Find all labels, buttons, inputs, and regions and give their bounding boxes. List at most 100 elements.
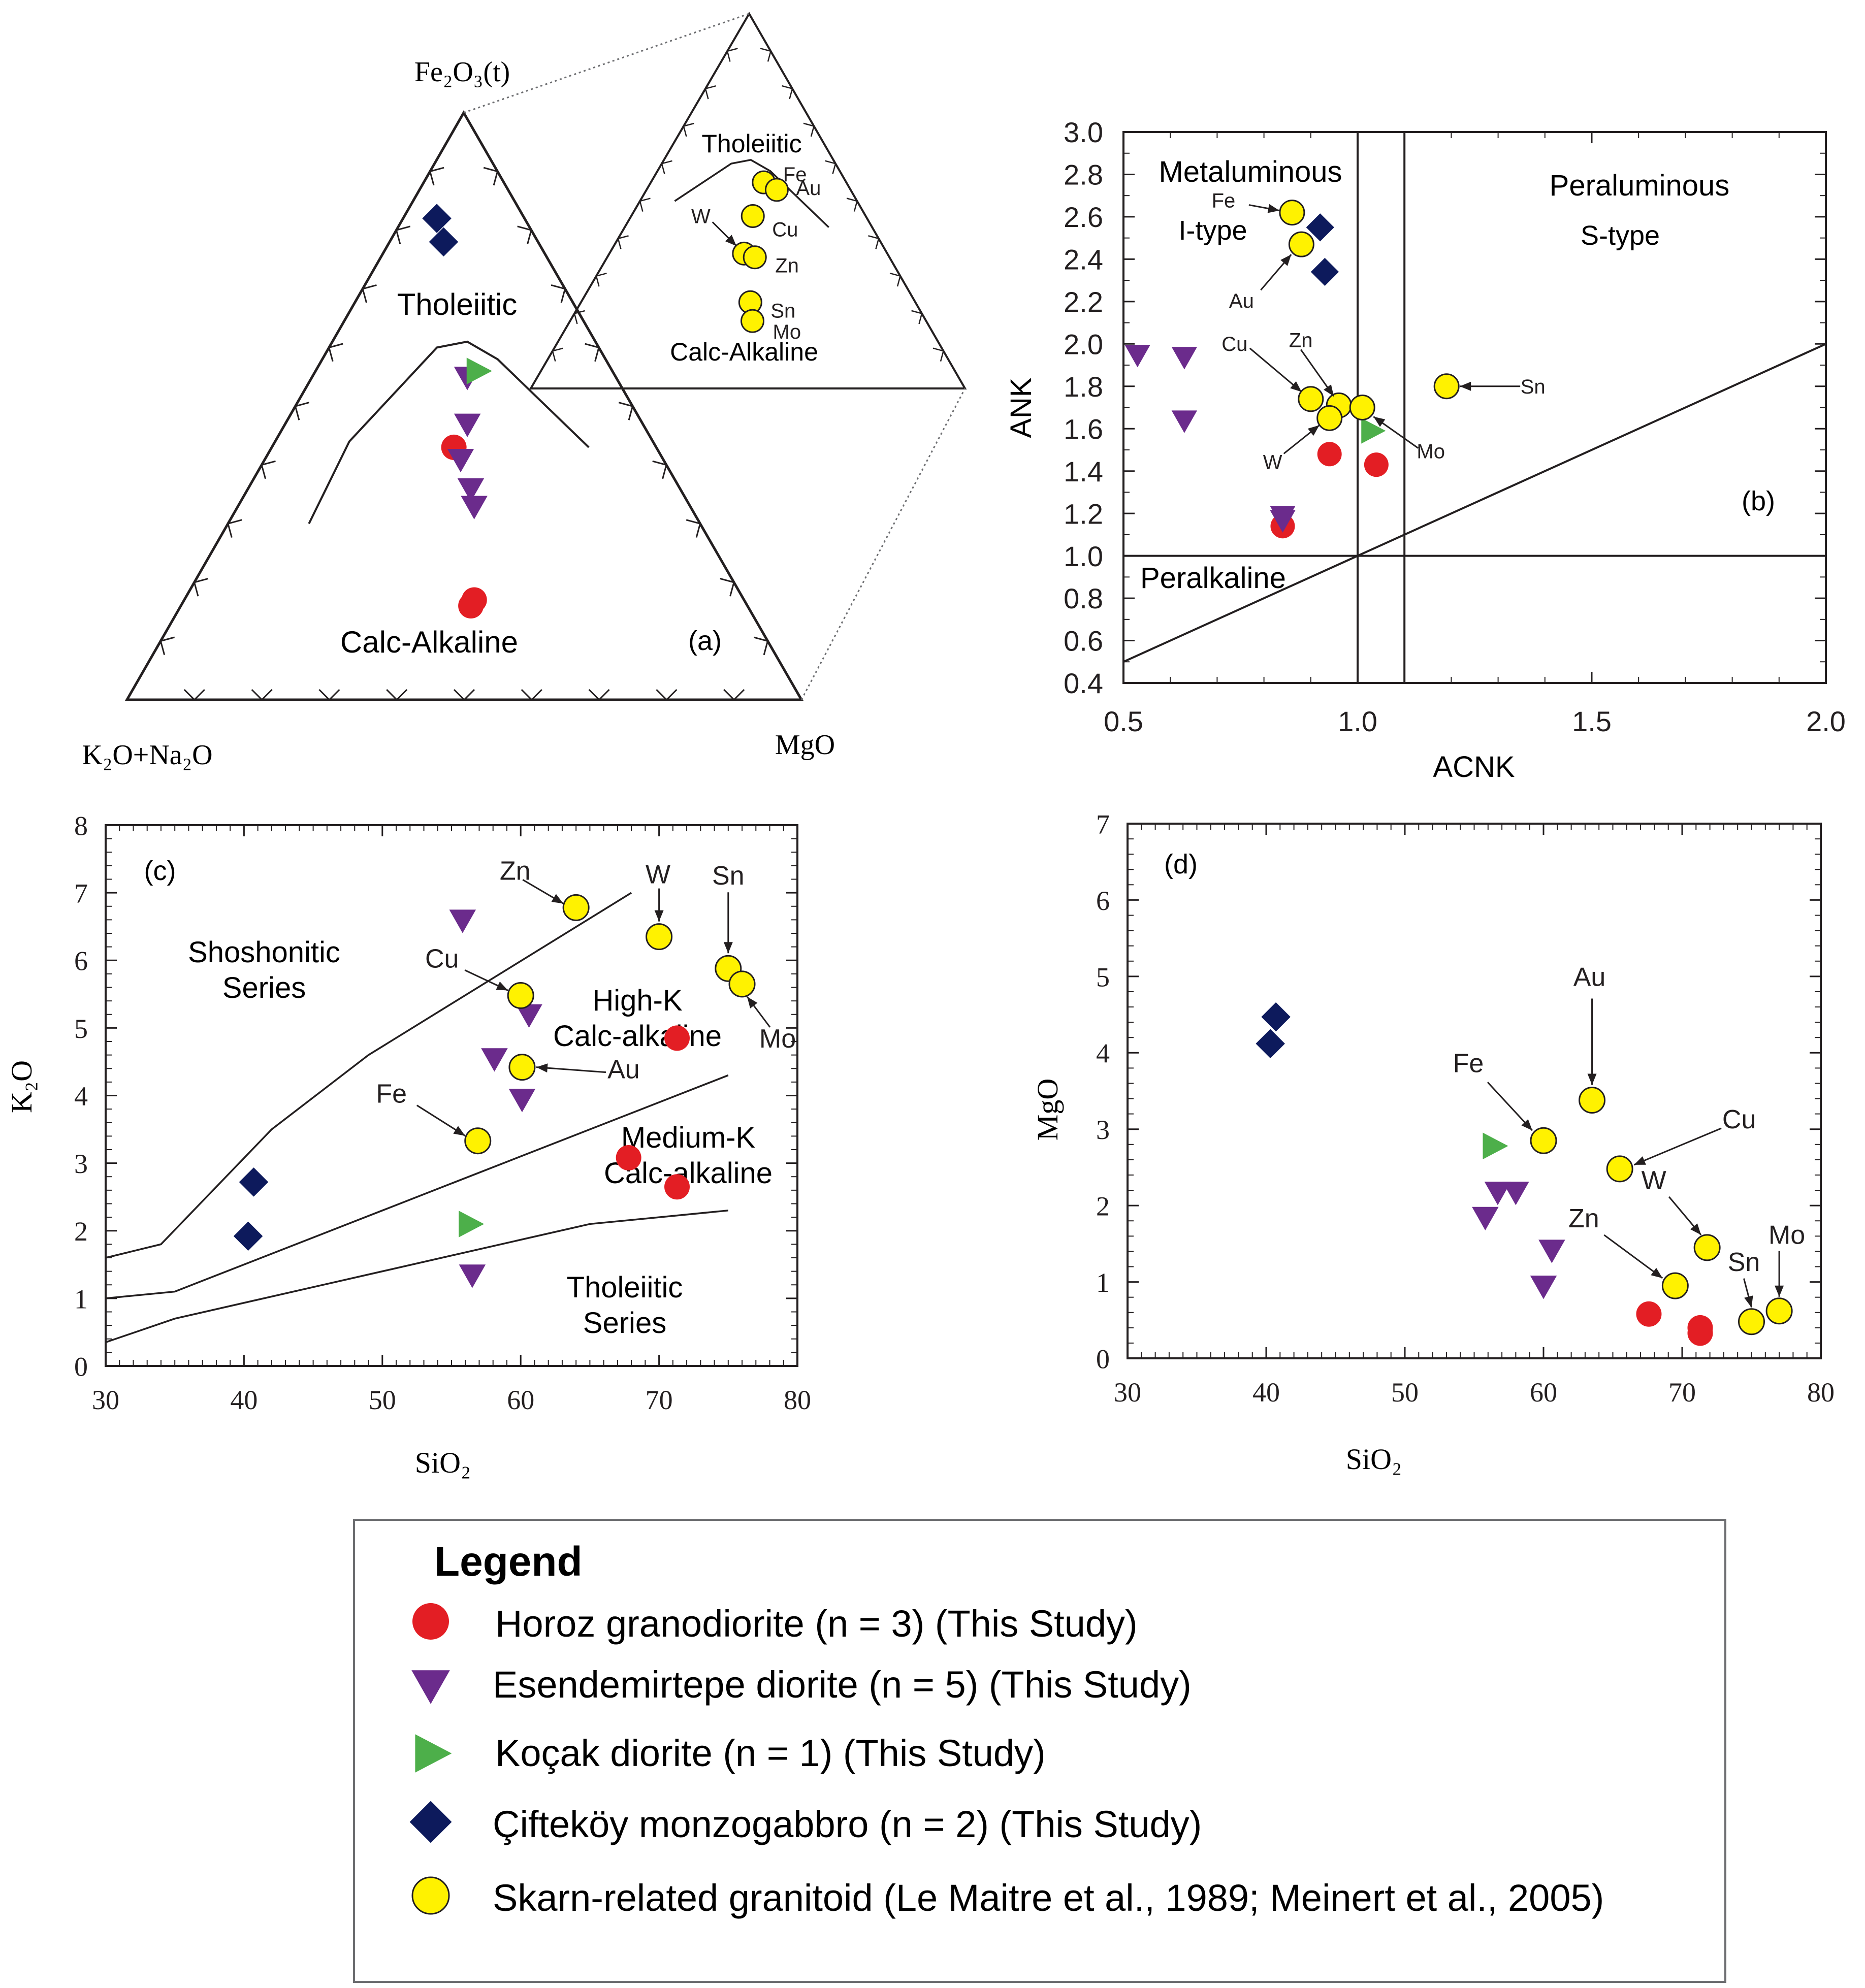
- data-point: [1538, 1240, 1565, 1263]
- inset-connector: [800, 388, 966, 700]
- inset-point-label: Au: [796, 177, 821, 200]
- series-boundary-line: [105, 1074, 729, 1299]
- data-point: [461, 496, 488, 519]
- y-tick-label: 1: [74, 1284, 88, 1314]
- ternary-tick: [723, 689, 745, 701]
- label-arrow-head: [1290, 381, 1302, 392]
- legend: Legend Horoz granodiorite (n = 3) (This …: [353, 1519, 1726, 1983]
- inset-tick: [573, 310, 585, 324]
- data-point: [1687, 1320, 1713, 1346]
- point-label: Zn: [1568, 1204, 1599, 1233]
- inset-tick: [595, 272, 607, 287]
- axis-title-acnk: ACNK: [1433, 751, 1515, 784]
- legend-marker: [411, 1876, 450, 1915]
- legend-item-label: Skarn-related granitoid (Le Maitre et al…: [493, 1877, 1604, 1919]
- data-point: [1530, 1276, 1557, 1299]
- legend-box: [353, 1519, 1726, 1983]
- x-tick-label: 70: [1668, 1377, 1696, 1408]
- data-point: [239, 1167, 269, 1197]
- label-arrow-head: [1307, 425, 1320, 436]
- data-point: [466, 357, 492, 384]
- data-point: [562, 894, 590, 921]
- label-arrow-head: [1587, 1073, 1597, 1085]
- y-tick-label: 8: [74, 810, 88, 841]
- data-point: [1261, 1002, 1291, 1032]
- ternary-tick: [386, 689, 408, 701]
- label-arrow-head: [747, 996, 758, 1008]
- data-point: [664, 1174, 690, 1200]
- data-point: [481, 1048, 508, 1072]
- plot-frame: [1127, 823, 1822, 1359]
- panel-b-acnk-ank: ACNK ANK Metaluminous I-type Peraluminou…: [1005, 116, 1846, 784]
- inset-tick: [760, 48, 772, 62]
- label-arrow-head: [1690, 1223, 1701, 1235]
- series-boundary-line: [105, 892, 632, 1259]
- x-tick-label: 30: [1114, 1377, 1141, 1408]
- y-tick-label: 6: [74, 946, 88, 976]
- ternary-tick: [395, 225, 411, 244]
- data-point: [507, 982, 534, 1009]
- point-label: Sn: [1521, 376, 1546, 398]
- inset-point-label: Mo: [773, 321, 801, 343]
- ternary-tick: [227, 519, 242, 538]
- inset-tick: [782, 85, 793, 100]
- inset-tick: [726, 48, 738, 62]
- label-arrow: [536, 1066, 606, 1073]
- y-tick-label: 2.6: [1064, 201, 1103, 233]
- label-arrow-head: [536, 1063, 548, 1073]
- y-tick-label: 0: [74, 1351, 88, 1382]
- label-arrow: [1249, 347, 1302, 393]
- data-point: [459, 1211, 485, 1237]
- axis-title-sio2-c: SiO₂: [415, 1446, 471, 1479]
- ternary-tick: [517, 225, 532, 244]
- legend-title: Legend: [434, 1539, 583, 1585]
- data-point: [1310, 257, 1339, 286]
- ternary-tick: [429, 167, 444, 186]
- field-label-tholeiitic-series: Series: [583, 1307, 666, 1340]
- data-point: [728, 970, 756, 998]
- inset-data-point: [764, 178, 789, 202]
- y-tick-label: 4: [74, 1081, 88, 1112]
- y-tick-label: 1.0: [1064, 540, 1103, 572]
- y-tick-label: 5: [74, 1014, 88, 1044]
- label-arrow-head: [1651, 1267, 1663, 1279]
- inset-tick: [661, 160, 672, 175]
- data-point: [646, 923, 673, 951]
- inset-tick: [825, 160, 837, 175]
- data-point: [1270, 510, 1296, 533]
- inset-data-point: [741, 309, 764, 333]
- inset-tick: [683, 122, 694, 137]
- inset-field-label-calc-alkaline: Calc-Alkaline: [670, 338, 818, 366]
- ternary-boundary-curve: [308, 340, 590, 525]
- y-tick-label: 1.2: [1064, 498, 1103, 530]
- y-tick-label: 0.6: [1064, 625, 1103, 657]
- data-point: [664, 1025, 690, 1051]
- data-point: [457, 478, 485, 502]
- field-label-high-k-calc-alkaline: Calc-alkaline: [553, 1020, 722, 1053]
- ternary-tick: [588, 689, 610, 701]
- y-tick-label: 1.4: [1064, 455, 1103, 487]
- label-arrow-head: [496, 981, 508, 991]
- axis-title-k2o: K₂O: [5, 1060, 38, 1113]
- ternary-tick: [652, 460, 667, 479]
- label-arrow-head: [1460, 381, 1471, 391]
- x-tick-label: 40: [230, 1385, 258, 1415]
- data-point: [1256, 1029, 1285, 1058]
- y-tick-label: 2.8: [1064, 159, 1103, 191]
- field-label-medium-k: Medium-K: [621, 1121, 756, 1154]
- point-label: Sn: [712, 861, 745, 891]
- x-tick-label: 50: [1391, 1377, 1419, 1408]
- data-point: [1306, 213, 1334, 242]
- data-point: [1579, 1087, 1606, 1114]
- inset-point-label: W: [691, 205, 711, 227]
- inset-tick: [704, 85, 716, 100]
- data-point: [1636, 1301, 1662, 1327]
- inset-tick: [846, 198, 858, 212]
- ternary-tick: [656, 689, 678, 701]
- ternary-tick: [521, 689, 542, 701]
- data-point: [464, 1127, 492, 1155]
- label-arrow-head: [1373, 416, 1386, 427]
- field-label-shoshonitic: Shoshonitic: [188, 936, 340, 969]
- y-tick-label: 3.0: [1064, 116, 1103, 148]
